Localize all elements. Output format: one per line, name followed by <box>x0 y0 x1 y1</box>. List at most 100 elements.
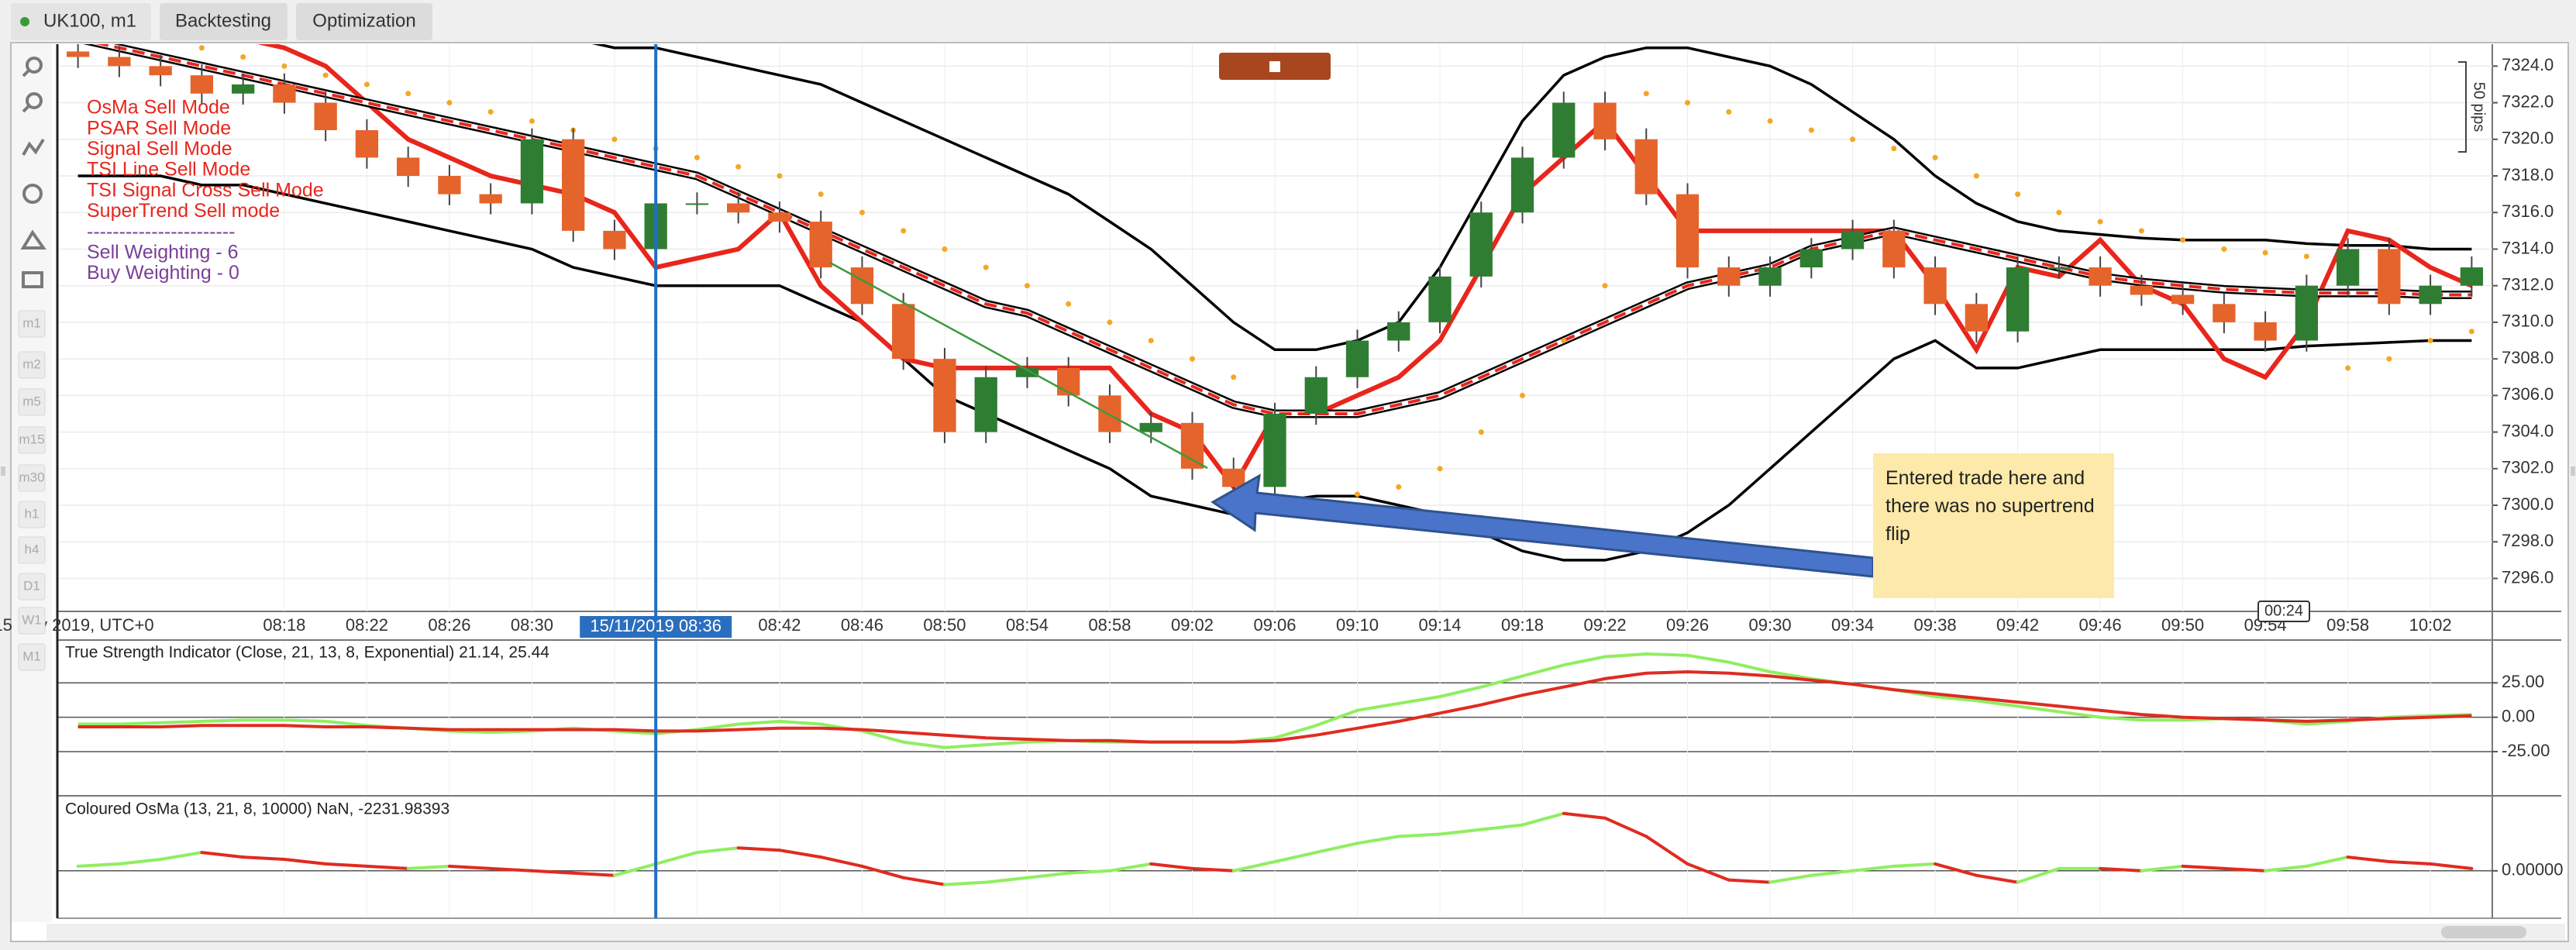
indicator-segment <box>654 851 699 866</box>
candle-body <box>1387 322 1410 341</box>
x-tick-label: 09:42 <box>1996 615 2039 635</box>
psar-dot <box>198 45 205 51</box>
candle-body <box>1139 422 1162 432</box>
timeframe-label[interactable]: m2 <box>22 356 41 371</box>
settings-icon[interactable] <box>22 184 43 204</box>
candle-body <box>850 267 874 305</box>
timeframe-label[interactable]: h4 <box>25 542 40 556</box>
timeframe-label[interactable]: m1 <box>22 315 41 330</box>
timeframe-button[interactable] <box>18 501 46 528</box>
zoom-out-icon[interactable] <box>22 105 30 113</box>
shape-icon[interactable] <box>20 229 46 250</box>
candle-body <box>2254 322 2277 341</box>
indicator-line <box>77 652 2472 749</box>
candle-body <box>2460 267 2484 286</box>
panel-title: True Strength Indicator (Close, 21, 13, … <box>65 644 549 662</box>
timeframe-button[interactable] <box>18 607 46 635</box>
psar-dot <box>942 246 948 252</box>
indicator-segment <box>1851 864 1896 873</box>
timeframe-button[interactable] <box>18 426 46 454</box>
indicator-segment <box>2222 866 2268 873</box>
draw-icon[interactable] <box>22 138 45 156</box>
candle-body <box>892 304 915 360</box>
timeframe-button[interactable] <box>18 388 46 416</box>
tab-label[interactable]: Optimization <box>312 10 415 31</box>
stop-icon[interactable] <box>1269 61 1280 72</box>
timeframe-label[interactable]: M1 <box>22 649 41 663</box>
candle-body <box>2336 249 2360 286</box>
candle-body <box>1015 367 1039 377</box>
timeframe-label[interactable]: h1 <box>25 506 40 521</box>
candle-body <box>397 157 420 177</box>
template-icon[interactable] <box>22 271 43 288</box>
psar-dot <box>322 72 329 78</box>
indicator-segment <box>943 880 988 886</box>
timeframe-button[interactable] <box>18 643 46 671</box>
tsi-plot <box>57 642 2492 794</box>
indicator-segment <box>2346 855 2391 863</box>
osma-plot <box>57 798 2492 917</box>
candle-body <box>809 222 832 268</box>
tab[interactable] <box>296 3 432 40</box>
y-tick-label: 7310.0 <box>2502 312 2554 331</box>
candle-body <box>1345 340 1369 377</box>
timeframe-label[interactable]: D1 <box>23 578 40 593</box>
y-tick-label: 7304.0 <box>2502 421 2554 440</box>
indicator-segment <box>1603 816 1648 838</box>
zoom-out-icon[interactable] <box>26 92 43 109</box>
psar-dot <box>611 136 618 143</box>
timeframe-button[interactable] <box>18 573 46 601</box>
psar-dot <box>694 154 700 160</box>
y-tick-label: 7318.0 <box>2502 165 2554 184</box>
indicator-segment <box>159 851 204 861</box>
timeframe-label[interactable]: m30 <box>19 470 44 484</box>
x-tick-label: 09:14 <box>1418 615 1461 635</box>
timeframe-label[interactable]: m5 <box>22 394 41 408</box>
psar-dot <box>1396 484 1402 490</box>
candle-body <box>2130 285 2153 295</box>
indicator-segment <box>1355 835 1400 845</box>
tab-label[interactable]: UK100, m1 <box>43 10 136 31</box>
candle-body <box>1799 249 1823 268</box>
timeframe-label[interactable]: W1 <box>22 612 42 627</box>
zoom-in-icon[interactable] <box>26 57 43 74</box>
tab-label[interactable]: Backtesting <box>175 10 271 31</box>
zoom-in-icon[interactable] <box>22 69 30 77</box>
y-tick-label: 7306.0 <box>2502 384 2554 404</box>
indicator-segment <box>1190 866 1235 873</box>
y-tick-label: 7322.0 <box>2502 91 2554 111</box>
tab[interactable] <box>11 3 151 40</box>
indicator-line <box>591 44 2472 352</box>
candle-body <box>1717 267 1741 286</box>
indicator-segment <box>1975 873 2020 884</box>
x-tick-label: 09:46 <box>2079 615 2122 635</box>
psar-dot <box>1437 466 1443 472</box>
scrollbar-thumb[interactable] <box>2441 926 2526 938</box>
psar-dot <box>2386 356 2392 362</box>
psar-dot <box>446 100 453 106</box>
timeframe-label[interactable]: m15 <box>19 432 44 446</box>
scale-bracket <box>2458 61 2467 153</box>
indicator-segment <box>406 864 451 870</box>
x-tick-label: 08:22 <box>346 615 388 635</box>
y-tick-label: 0.00 <box>2502 706 2535 725</box>
psar-dot <box>2468 329 2474 335</box>
timeframe-button[interactable] <box>18 464 46 492</box>
psar-dot <box>1478 429 1484 435</box>
indicator-segment <box>1686 862 1731 882</box>
psar-dot <box>2138 228 2144 234</box>
x-tick-label: 08:26 <box>428 615 470 635</box>
tab[interactable] <box>160 3 288 40</box>
candle-body <box>314 102 337 130</box>
timeframe-button[interactable] <box>18 310 46 338</box>
x-tick-label: 08:58 <box>1088 615 1131 635</box>
candle-body <box>1923 267 1947 305</box>
indicator-segment <box>612 862 658 877</box>
candle-body <box>933 359 956 432</box>
timeframe-button[interactable] <box>18 351 46 379</box>
indicator-segment <box>282 858 328 866</box>
scrollbar[interactable] <box>46 924 2565 941</box>
timeframe-button[interactable] <box>18 536 46 564</box>
x-tick-label: 09:22 <box>1584 615 1627 635</box>
